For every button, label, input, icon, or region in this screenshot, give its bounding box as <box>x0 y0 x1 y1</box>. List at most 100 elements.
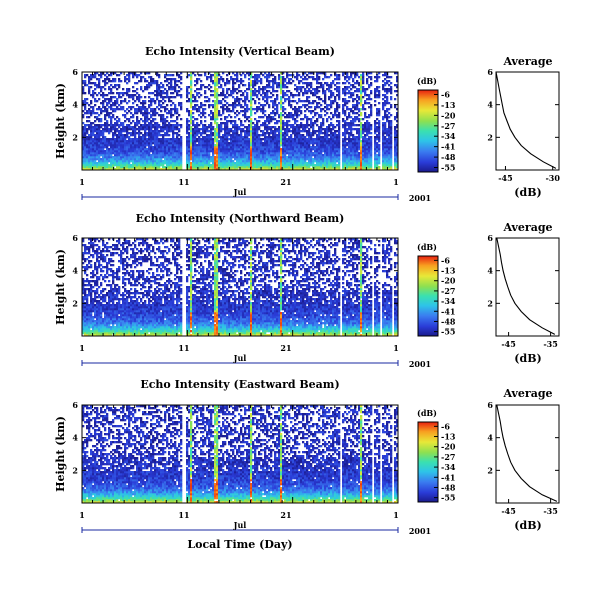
heatmap-cell <box>252 166 254 168</box>
heatmap-cell <box>230 136 232 138</box>
heatmap-cell <box>224 124 226 126</box>
heatmap-cell <box>196 148 198 150</box>
heatmap-cell <box>132 96 134 98</box>
heatmap-cell <box>108 130 110 132</box>
heatmap-cell <box>136 160 138 162</box>
heatmap-cell <box>150 162 152 164</box>
heatmap-cell <box>204 142 206 144</box>
heatmap-cell <box>148 76 150 78</box>
heatmap-cell <box>192 138 194 140</box>
heatmap-cell <box>248 150 250 152</box>
heatmap-cell <box>124 136 126 138</box>
heatmap-cell <box>254 80 256 82</box>
heatmap-cell <box>256 142 258 144</box>
heatmap-cell <box>102 158 104 160</box>
heatmap-cell <box>330 162 332 164</box>
heatmap-cell <box>354 148 356 150</box>
heatmap-cell <box>344 136 346 138</box>
heatmap-cell <box>194 118 196 120</box>
heatmap-cell <box>192 132 194 134</box>
heatmap-cell <box>276 122 278 124</box>
heatmap-cell <box>88 92 90 94</box>
heatmap-cell <box>106 152 108 154</box>
heatmap-cell <box>250 82 252 84</box>
heatmap-cell <box>172 88 174 90</box>
heatmap-cell <box>162 120 164 122</box>
heatmap-cell <box>196 152 198 154</box>
heatmap-cell <box>94 138 96 140</box>
heatmap-cell <box>298 92 300 94</box>
heatmap-cell <box>198 152 200 154</box>
heatmap-cell <box>198 138 200 140</box>
heatmap-cell <box>232 132 234 134</box>
heatmap-cell <box>222 78 224 80</box>
heatmap-cell <box>342 98 344 100</box>
heatmap-cell <box>118 126 120 128</box>
heatmap-cell <box>332 140 334 142</box>
heatmap-cell <box>222 150 224 152</box>
heatmap-cell <box>100 134 102 136</box>
heatmap-cell <box>342 158 344 160</box>
heatmap-cell <box>230 128 232 130</box>
heatmap-cell <box>196 158 198 160</box>
heatmap-cell <box>360 162 362 164</box>
heatmap-cell <box>204 152 206 154</box>
heatmap-cell <box>294 142 296 144</box>
heatmap-cell <box>334 156 336 158</box>
heatmap-cell <box>266 80 268 82</box>
heatmap-cell <box>290 106 292 108</box>
heatmap-cell <box>152 158 154 160</box>
heatmap-cell <box>268 132 270 134</box>
heatmap-cell <box>216 122 218 124</box>
heatmap-cell <box>274 166 276 168</box>
heatmap-cell <box>104 98 106 100</box>
heatmap-cell <box>216 112 218 114</box>
heatmap-cell <box>170 116 172 118</box>
heatmap-cell <box>306 124 308 126</box>
heatmap-cell <box>110 164 112 166</box>
heatmap-cell <box>88 116 90 118</box>
heatmap-cell <box>108 98 110 100</box>
heatmap-cell <box>320 152 322 154</box>
heatmap-cell <box>196 124 198 126</box>
heatmap-cell <box>344 92 346 94</box>
heatmap-cell <box>282 126 284 128</box>
heatmap-cell <box>104 150 106 152</box>
heatmap-cell <box>228 144 230 146</box>
heatmap-cell <box>188 86 190 88</box>
heatmap-cell <box>376 130 378 132</box>
heatmap-cell <box>150 160 152 162</box>
heatmap-cell <box>304 142 306 144</box>
heatmap-cell <box>128 120 130 122</box>
heatmap-cell <box>86 158 88 160</box>
heatmap-cell <box>378 126 380 128</box>
heatmap-cell <box>322 118 324 120</box>
heatmap-cell <box>318 126 320 128</box>
heatmap-cell <box>110 124 112 126</box>
heatmap-cell <box>236 78 238 80</box>
heatmap-cell <box>154 108 156 110</box>
heatmap-cell <box>350 108 352 110</box>
heatmap-cell <box>344 88 346 90</box>
heatmap-cell <box>202 142 204 144</box>
heatmap-cell <box>234 74 236 76</box>
heatmap-cell <box>366 144 368 146</box>
heatmap-cell <box>106 158 108 160</box>
heatmap-cell <box>190 120 192 122</box>
heatmap-cell <box>146 144 148 146</box>
heatmap-cell <box>236 164 238 166</box>
heatmap-cell <box>142 146 144 148</box>
heatmap-cell <box>148 136 150 138</box>
heatmap-cell <box>354 156 356 158</box>
heatmap-cell <box>106 78 108 80</box>
heatmap-cell <box>324 136 326 138</box>
heatmap-cell <box>234 130 236 132</box>
heatmap-cell <box>338 158 340 160</box>
heatmap-cell <box>216 80 218 82</box>
heatmap-cell <box>86 130 88 132</box>
heatmap-cell <box>190 130 192 132</box>
heatmap-cell <box>256 164 258 166</box>
heatmap-cell <box>136 124 138 126</box>
heatmap-cell <box>280 116 282 118</box>
heatmap-cell <box>96 118 98 120</box>
